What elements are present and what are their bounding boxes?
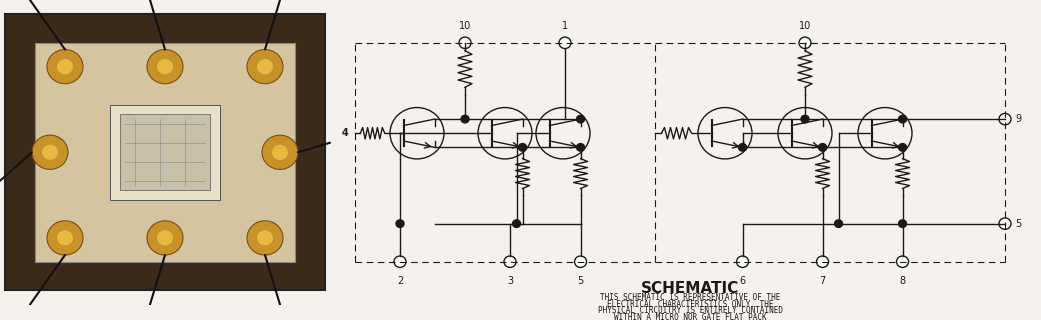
Circle shape	[737, 256, 748, 268]
Circle shape	[393, 256, 406, 268]
Circle shape	[898, 144, 907, 151]
Circle shape	[272, 145, 288, 160]
Text: 10: 10	[459, 21, 472, 31]
Text: 7: 7	[819, 276, 826, 286]
Circle shape	[816, 256, 829, 268]
Circle shape	[47, 221, 83, 255]
Circle shape	[396, 220, 404, 228]
Circle shape	[835, 220, 842, 228]
Circle shape	[42, 145, 58, 160]
Bar	[5, 14, 325, 290]
Circle shape	[898, 115, 907, 123]
Text: 2: 2	[397, 276, 403, 286]
Circle shape	[801, 115, 809, 123]
Circle shape	[577, 115, 585, 123]
Circle shape	[898, 220, 907, 228]
Text: SCHEMATIC: SCHEMATIC	[641, 281, 739, 296]
Text: 4: 4	[341, 128, 348, 138]
Text: 3: 3	[507, 276, 513, 286]
Text: 9: 9	[1015, 114, 1021, 124]
Circle shape	[257, 230, 273, 245]
Text: 8: 8	[899, 276, 906, 286]
Circle shape	[262, 135, 298, 169]
Circle shape	[577, 144, 585, 151]
Circle shape	[518, 144, 527, 151]
Circle shape	[57, 230, 73, 245]
Circle shape	[459, 37, 471, 49]
Circle shape	[461, 115, 469, 123]
Circle shape	[157, 230, 173, 245]
Text: 10: 10	[798, 21, 811, 31]
Circle shape	[47, 50, 83, 84]
Bar	[35, 43, 295, 262]
Circle shape	[818, 144, 827, 151]
Text: WITHIN A MICRO NOR GATE FLAT PACK: WITHIN A MICRO NOR GATE FLAT PACK	[614, 313, 766, 320]
Circle shape	[247, 221, 283, 255]
Circle shape	[738, 144, 746, 151]
Text: ELECTRICAL CHARACTERISTICS ONLY. THE: ELECTRICAL CHARACTERISTICS ONLY. THE	[607, 300, 773, 308]
Circle shape	[147, 50, 183, 84]
Circle shape	[147, 221, 183, 255]
Text: PHYSICAL CIRCUITRY IS ENTIRELY CONTAINED: PHYSICAL CIRCUITRY IS ENTIRELY CONTAINED	[598, 306, 783, 315]
Circle shape	[999, 113, 1011, 125]
Text: THIS SCHEMATIC IS REPRESENTATIVE OF THE: THIS SCHEMATIC IS REPRESENTATIVE OF THE	[600, 293, 780, 302]
Circle shape	[157, 59, 173, 74]
Circle shape	[559, 37, 572, 49]
Text: 1: 1	[562, 21, 568, 31]
Circle shape	[257, 59, 273, 74]
Circle shape	[575, 256, 586, 268]
Bar	[120, 114, 210, 190]
Circle shape	[999, 218, 1011, 229]
Text: 6: 6	[739, 276, 745, 286]
Text: 5: 5	[1015, 219, 1021, 229]
Circle shape	[57, 59, 73, 74]
Text: 5: 5	[578, 276, 584, 286]
Circle shape	[896, 256, 909, 268]
Circle shape	[247, 50, 283, 84]
Circle shape	[32, 135, 68, 169]
Circle shape	[512, 220, 520, 228]
Circle shape	[504, 256, 516, 268]
Circle shape	[799, 37, 811, 49]
Bar	[110, 105, 220, 200]
